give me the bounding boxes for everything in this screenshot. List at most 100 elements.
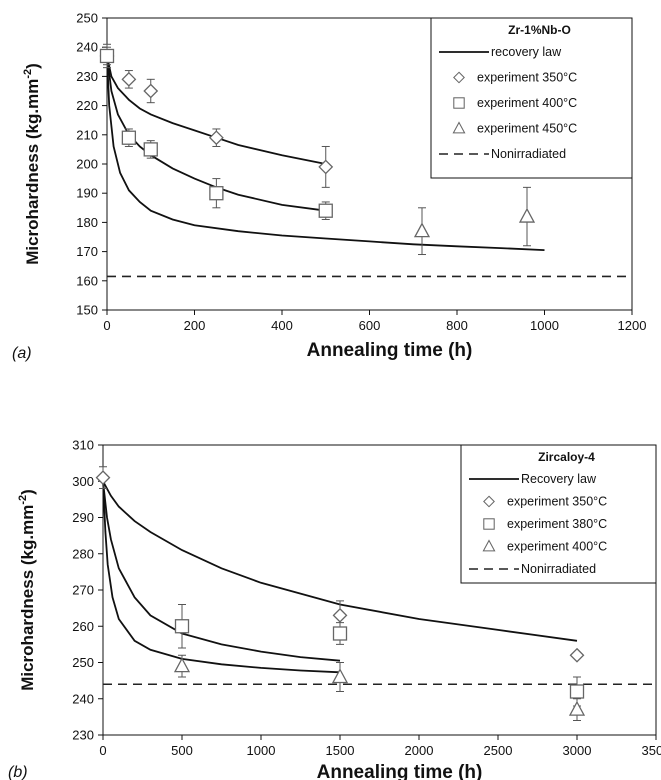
legend-marker [453,97,465,109]
y-axis-title-close: ) [18,489,37,495]
y-tick-label: 160 [76,273,98,288]
legend-entry: experiment 380°C [507,517,607,531]
data-point [121,71,137,87]
y-tick-label: 230 [76,69,98,84]
y-axis-title: Microhardness (kg.mm-2) [22,63,42,265]
x-tick-label: 0 [103,318,110,333]
panel-label: (b) [8,764,28,780]
data-point [331,668,349,684]
series-square [99,43,333,220]
series-diamond [99,46,334,188]
recovery-law-curve [102,480,578,642]
data-point [173,657,191,673]
recovery-law-curve [102,481,341,674]
x-tick-label: 1200 [618,318,647,333]
series-diamond [95,466,585,663]
legend-swatch-marker [482,539,496,552]
legend-entry: Nonirradiated [521,562,596,576]
chart-panel-a: 150 160 170 180 190 200 210 220 230 240 250 0 200 400… [12,11,646,363]
x-tick-label: 2000 [405,743,434,758]
data-point [413,222,431,238]
legend-marker [452,121,466,134]
legend-marker [483,518,495,530]
legend-marker [453,71,465,84]
y-axis-title-main: Microhardness (kg.mm [23,79,42,265]
x-axis-title: Annealing time (h) [317,762,483,780]
x-tick-label: 400 [271,318,293,333]
y-axis-title-main: Microhardness (kg.mm [18,505,37,691]
y-axis-title-close: ) [23,63,42,69]
y-tick-label: 300 [72,474,94,489]
x-tick-label: 2500 [484,743,513,758]
legend-marker [483,495,495,508]
legend-entry: Recovery law [521,472,597,486]
data-point [143,83,159,99]
x-tick-label: 0 [99,743,106,758]
data-point [209,186,224,201]
recovery-law-curve [106,55,326,165]
chart-panel-b: 230 240 250 260 270 280 290 300 310 0 500 1000 1500 2… [8,438,661,780]
legend-entry: recovery law [491,45,562,59]
legend-entry: experiment 450°C [477,122,577,136]
data-point [318,159,334,175]
data-point [332,626,348,641]
legend-swatch-marker [453,71,465,84]
data-point [121,130,137,145]
series-triangle [173,654,586,721]
legend-swatch-marker [453,97,465,109]
y-tick-label: 220 [76,98,98,113]
series-square [174,604,585,707]
y-tick-label: 240 [76,40,98,55]
panel-label: (a) [12,345,32,362]
legend-marker [482,539,496,552]
x-tick-label: 1000 [530,318,559,333]
legend-entry: experiment 400°C [477,96,577,110]
y-tick-label: 250 [76,11,98,26]
data-point [95,470,111,486]
y-tick-label: 170 [76,244,98,259]
recovery-law-curve [106,55,326,212]
y-tick-label: 210 [76,127,98,142]
y-tick-label: 260 [72,619,94,634]
y-tick-label: 250 [72,655,94,670]
legend-title: Zircaloy-4 [538,450,595,464]
legend: Zircaloy-4 Recovery law experiment 350°C ex… [460,444,657,584]
x-tick-label: 200 [184,318,206,333]
y-tick-label: 190 [76,186,98,201]
legend-entry: Nonirradiated [491,147,566,161]
data-point [569,647,585,663]
x-tick-label: 3500 [642,743,661,758]
legend-box [460,444,657,584]
y-axis-title: Microhardness (kg.mm-2) [17,489,37,691]
legend-entry: experiment 350°C [477,71,577,85]
legend-entry: experiment 350°C [507,495,607,509]
y-tick-label: 270 [72,583,94,598]
data-point [208,130,224,146]
data-point [332,607,348,623]
data-point [568,700,586,716]
y-tick-label: 180 [76,215,98,230]
data-point [174,619,190,634]
recovery-law-curve [106,55,545,251]
x-tick-label: 500 [171,743,193,758]
y-axis-title-superscript: -2 [17,495,29,505]
legend: Zr-1%Nb-O recovery law experiment 350°C exp… [430,17,633,179]
data-point [569,684,585,699]
legend-swatch-marker [452,121,466,134]
legend-entry: experiment 400°C [507,540,607,554]
y-tick-label: 290 [72,510,94,525]
y-tick-label: 200 [76,157,98,172]
recovery-law-curve [102,481,341,662]
data-point [99,48,115,64]
data-point [318,203,333,218]
y-tick-label: 310 [72,438,94,453]
data-point [518,207,536,223]
y-axis-title-superscript: -2 [22,69,34,79]
x-tick-label: 600 [359,318,381,333]
x-tick-label: 3000 [563,743,592,758]
legend-title: Zr-1%Nb-O [508,23,571,37]
x-tick-label: 1000 [247,743,276,758]
x-tick-label: 800 [446,318,468,333]
legend-swatch-marker [483,518,495,530]
legend-swatch-marker [483,495,495,508]
